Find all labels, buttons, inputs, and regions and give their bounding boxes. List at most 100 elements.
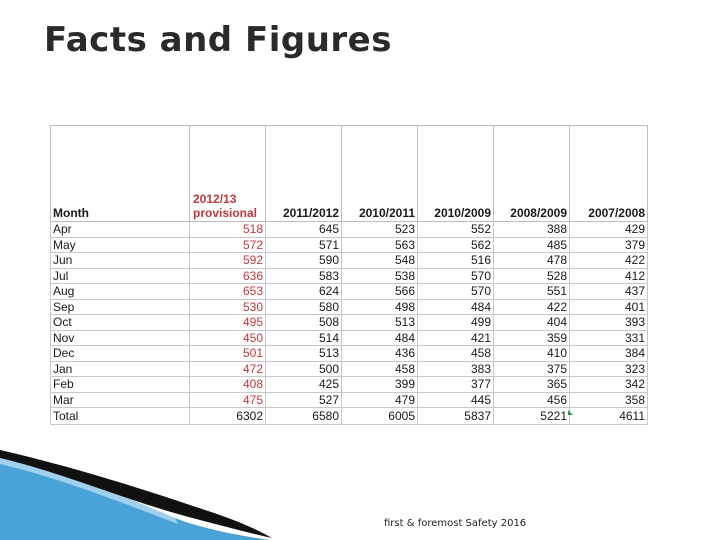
value-cell: 458	[417, 345, 494, 362]
value-cell: 6005	[341, 407, 418, 425]
value-cell: 548	[341, 252, 418, 269]
value-cell: 359	[493, 329, 570, 346]
value-cell: 498	[341, 298, 418, 315]
value-cell: 485	[493, 236, 570, 253]
value-cell: 563	[341, 236, 418, 253]
value-cell: 393	[569, 314, 648, 331]
month-cell: Mar	[50, 391, 190, 408]
table-row: Mar 475 527 479 445 456 358	[50, 391, 648, 408]
value-cell: 592	[189, 252, 266, 269]
table-header-row: Month 2012/13 provisional 2011/2012 2010…	[50, 125, 648, 222]
table-row: Jan 472 500 458 383 375 323	[50, 360, 648, 377]
header-2012-13-provisional: 2012/13 provisional	[189, 125, 266, 222]
header-2007-2008: 2007/2008	[569, 125, 648, 222]
value-cell: 527	[265, 391, 342, 408]
header-2010-2011: 2010/2011	[341, 125, 418, 222]
value-cell: 516	[417, 252, 494, 269]
value-cell: 437	[569, 283, 648, 300]
value-cell: 636	[189, 267, 266, 284]
value-cell: 513	[265, 345, 342, 362]
value-cell: 495	[189, 314, 266, 331]
value-cell: 401	[569, 298, 648, 315]
header-2010-2009: 2010/2009	[417, 125, 494, 222]
value-cell: 436	[341, 345, 418, 362]
table-row: Dec 501 513 436 458 410 384	[50, 345, 648, 362]
value-cell: 570	[417, 267, 494, 284]
value-cell: 530	[189, 298, 266, 315]
slide-title: Facts and Figures	[44, 20, 392, 60]
value-cell: 422	[569, 252, 648, 269]
facts-table: Month 2012/13 provisional 2011/2012 2010…	[50, 125, 648, 425]
facts-table-image: Month 2012/13 provisional 2011/2012 2010…	[50, 125, 648, 429]
value-cell: 4611	[569, 407, 648, 425]
value-cell: 472	[189, 360, 266, 377]
value-cell: 475	[189, 391, 266, 408]
value-cell: 456	[493, 391, 570, 408]
value-cell: 388	[493, 221, 570, 238]
value-cell: 384	[569, 345, 648, 362]
decorative-swoosh	[0, 450, 272, 540]
table-body: Apr 518 645 523 552 388 429 May 572 571 563 562 485 3…	[50, 221, 648, 425]
month-cell: Aug	[50, 283, 190, 300]
value-cell: 399	[341, 376, 418, 393]
value-cell: 501	[189, 345, 266, 362]
value-cell: 500	[265, 360, 342, 377]
month-cell: Jun	[50, 252, 190, 269]
value-cell: 445	[417, 391, 494, 408]
value-cell: 425	[265, 376, 342, 393]
table-row: Oct 495 508 513 499 404 393	[50, 314, 648, 331]
value-cell: 5221	[493, 407, 570, 425]
value-cell: 450	[189, 329, 266, 346]
value-cell: 379	[569, 236, 648, 253]
swoosh-light-band	[0, 454, 178, 524]
value-cell: 518	[189, 221, 266, 238]
month-cell: Feb	[50, 376, 190, 393]
value-cell: 580	[265, 298, 342, 315]
value-cell: 478	[493, 252, 570, 269]
table-total-row: Total 6302 6580 6005 5837 5221 4611	[50, 407, 648, 425]
value-cell: 484	[417, 298, 494, 315]
header-month: Month	[50, 125, 190, 222]
month-cell: Jan	[50, 360, 190, 377]
value-cell: 377	[417, 376, 494, 393]
value-cell: 528	[493, 267, 570, 284]
value-cell: 571	[265, 236, 342, 253]
value-cell: 358	[569, 391, 648, 408]
header-2008-2009: 2008/2009	[493, 125, 570, 222]
value-cell: 412	[569, 267, 648, 284]
value-cell: 499	[417, 314, 494, 331]
value-cell: 484	[341, 329, 418, 346]
value-cell: 6302	[189, 407, 266, 425]
month-cell: Sep	[50, 298, 190, 315]
swoosh-dark-band	[0, 450, 272, 538]
value-cell: 331	[569, 329, 648, 346]
value-cell: 429	[569, 221, 648, 238]
month-cell: May	[50, 236, 190, 253]
value-cell: 5837	[417, 407, 494, 425]
table-row: Aug 653 624 566 570 551 437	[50, 283, 648, 300]
slide-footer: first & foremost Safety 2016	[384, 518, 527, 529]
value-cell: 410	[493, 345, 570, 362]
value-cell: 365	[493, 376, 570, 393]
table-row: Sep 530 580 498 484 422 401	[50, 298, 648, 315]
value-cell: 570	[417, 283, 494, 300]
value-cell: 513	[341, 314, 418, 331]
value-cell: 375	[493, 360, 570, 377]
table-row: Apr 518 645 523 552 388 429	[50, 221, 648, 238]
value-cell: 421	[417, 329, 494, 346]
value-cell: 566	[341, 283, 418, 300]
value-cell: 551	[493, 283, 570, 300]
month-cell: Jul	[50, 267, 190, 284]
value-cell: 479	[341, 391, 418, 408]
value-cell: 562	[417, 236, 494, 253]
header-provisional-year: 2012/13	[193, 192, 237, 206]
value-cell: 383	[417, 360, 494, 377]
value-cell: 653	[189, 283, 266, 300]
value-cell: 404	[493, 314, 570, 331]
table-row: Jun 592 590 548 516 478 422	[50, 252, 648, 269]
value-cell: 323	[569, 360, 648, 377]
table-row: Nov 450 514 484 421 359 331	[50, 329, 648, 346]
value-cell: 422	[493, 298, 570, 315]
table-row: Jul 636 583 538 570 528 412	[50, 267, 648, 284]
table-row: May 572 571 563 562 485 379	[50, 236, 648, 253]
